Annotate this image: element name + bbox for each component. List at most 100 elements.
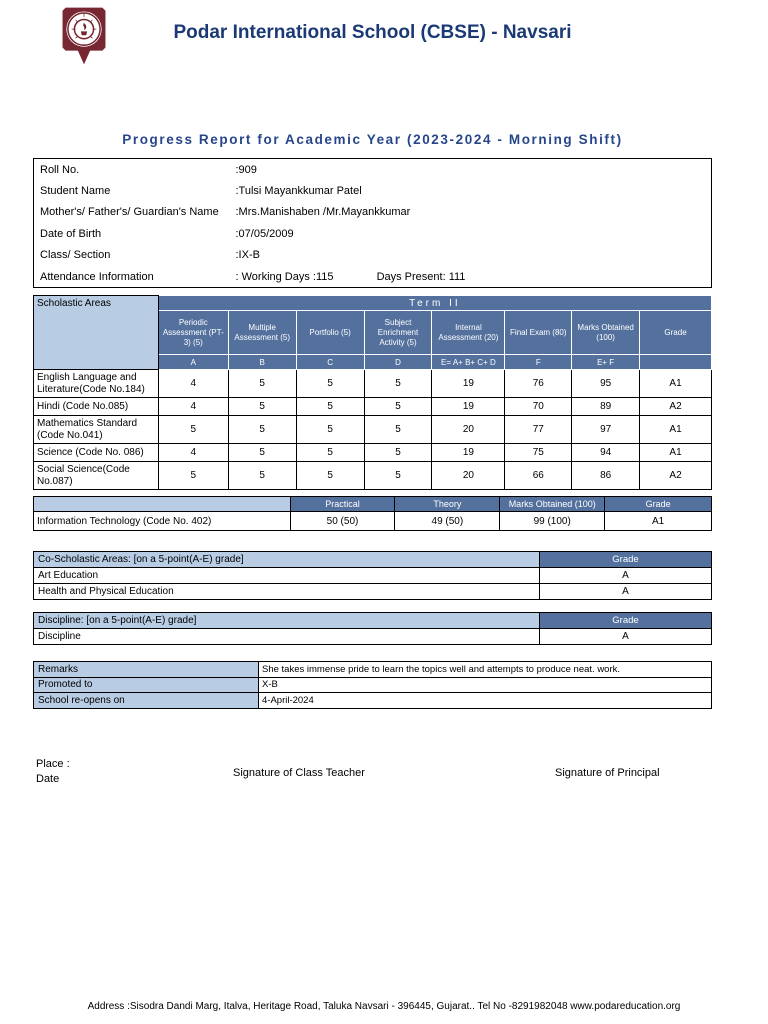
school-reopens-row: School re-opens on 4-April-2024 bbox=[33, 692, 712, 709]
info-label: Class/ Section bbox=[40, 249, 111, 262]
area-label: Discipline bbox=[33, 628, 540, 645]
subject-name: Social Science(Code No.087) bbox=[33, 461, 159, 490]
subcol-d: D bbox=[363, 354, 433, 370]
place-label: Place : bbox=[36, 757, 70, 770]
col-multiple-assessment: Multiple Assessment (5) bbox=[227, 310, 297, 355]
info-value: :Mrs.Manishaben /Mr.Mayankkumar bbox=[235, 206, 411, 219]
school-reopens-value: 4-April-2024 bbox=[258, 692, 712, 709]
grade-header: Grade bbox=[539, 551, 712, 568]
remarks-table: Remarks She takes immense pride to learn… bbox=[33, 661, 712, 709]
mark-cell: 70 bbox=[504, 397, 573, 416]
grade-cell: A2 bbox=[639, 397, 712, 416]
report-header: Podar International School (CBSE) - Navs… bbox=[33, 0, 712, 70]
mark-cell: 4 bbox=[157, 397, 229, 416]
co-scholastic-row-health: Health and Physical Education A bbox=[33, 583, 712, 600]
mark-cell: 19 bbox=[431, 397, 506, 416]
principal-signature-label: Signature of Principal bbox=[555, 766, 660, 779]
subject-row-english: English Language and Literature(Code No.… bbox=[33, 369, 712, 398]
signature-section: Place : Date Signature of Class Teacher … bbox=[33, 757, 712, 802]
mark-cell: 99 (100) bbox=[499, 511, 606, 531]
grade-cell: A bbox=[539, 583, 712, 600]
class-teacher-signature-label: Signature of Class Teacher bbox=[233, 766, 365, 779]
info-value: :IX-B bbox=[235, 249, 260, 262]
mark-cell: 5 bbox=[227, 369, 297, 398]
col-grade: Grade bbox=[604, 496, 712, 512]
mark-cell: 4 bbox=[157, 443, 229, 462]
subject-row-mathematics: Mathematics Standard (Code No.041) 5 5 5… bbox=[33, 415, 712, 444]
mark-cell: 75 bbox=[504, 443, 573, 462]
mark-cell: 5 bbox=[295, 369, 365, 398]
mark-cell: 89 bbox=[571, 397, 641, 416]
grade-cell: A1 bbox=[639, 369, 712, 398]
co-scholastic-caption: Co-Scholastic Areas: [on a 5-point(A-E) … bbox=[33, 551, 540, 568]
subject-name: Hindi (Code No.085) bbox=[33, 397, 159, 416]
info-value: : Working Days :115 Days Present: 111 bbox=[234, 266, 712, 288]
mark-cell: 86 bbox=[571, 461, 641, 490]
discipline-row: Discipline A bbox=[33, 628, 712, 645]
subcol-a: A bbox=[157, 354, 229, 370]
column-header-row: Periodic Assessment (PT-3) (5) Multiple … bbox=[34, 310, 712, 355]
mark-cell: 5 bbox=[157, 415, 229, 444]
mark-cell: 76 bbox=[504, 369, 573, 398]
mark-cell: 5 bbox=[363, 369, 433, 398]
col-practical: Practical bbox=[289, 496, 396, 512]
col-final-exam: Final Exam (80) bbox=[504, 310, 573, 355]
address-footer: Address :Sisodra Dandi Marg, Italva, Her… bbox=[87, 1001, 681, 1012]
mark-cell: 97 bbox=[571, 415, 641, 444]
col-grade: Grade bbox=[639, 310, 712, 355]
col-periodic-assessment: Periodic Assessment (PT-3) (5) bbox=[157, 310, 229, 355]
grade-cell: A1 bbox=[604, 511, 712, 531]
mark-cell: 5 bbox=[295, 415, 365, 444]
subject-name: Mathematics Standard (Code No.041) bbox=[33, 415, 159, 444]
mark-cell: 94 bbox=[571, 443, 641, 462]
mark-cell: 50 (50) bbox=[289, 511, 396, 531]
mark-cell: 5 bbox=[227, 461, 297, 490]
it-header-row: Practical Theory Marks Obtained (100) Gr… bbox=[33, 496, 712, 512]
mark-cell: 5 bbox=[363, 443, 433, 462]
subcol-ef: E+ F bbox=[571, 354, 641, 370]
promoted-to-label: Promoted to bbox=[33, 676, 259, 693]
mark-cell: 5 bbox=[157, 461, 229, 490]
subcol-grade bbox=[639, 354, 712, 370]
subcol-e: E= A+ B+ C+ D bbox=[431, 354, 506, 370]
subject-row-information-technology: Information Technology (Code No. 402) 50… bbox=[33, 511, 712, 531]
mark-cell: 5 bbox=[227, 443, 297, 462]
school-name: Podar International School (CBSE) - Navs… bbox=[173, 22, 572, 43]
school-logo-icon bbox=[61, 6, 107, 66]
grade-cell: A1 bbox=[639, 443, 712, 462]
info-label: Roll No. bbox=[40, 163, 80, 176]
info-row-dob: Date of Birth :07/05/2009 bbox=[34, 223, 712, 245]
grade-cell: A bbox=[539, 567, 712, 584]
col-marks-obtained: Marks Obtained (100) bbox=[499, 496, 606, 512]
report-title: Progress Report for Academic Year (2023-… bbox=[122, 132, 623, 147]
subject-name: Information Technology (Code No. 402) bbox=[33, 511, 291, 531]
col-internal-assessment: Internal Assessment (20) bbox=[431, 310, 506, 355]
info-row-attendance: Attendance Information : Working Days :1… bbox=[34, 266, 712, 288]
mark-cell: 5 bbox=[227, 415, 297, 444]
info-label: Date of Birth bbox=[40, 227, 102, 240]
student-info-table: Roll No. :909 Student Name :Tulsi Mayank… bbox=[33, 158, 712, 288]
info-label: Mother's/ Father's/ Guardian's Name bbox=[40, 206, 219, 219]
info-value: :Tulsi Mayankkumar Patel bbox=[235, 184, 362, 197]
co-scholastic-header-row: Co-Scholastic Areas: [on a 5-point(A-E) … bbox=[33, 551, 712, 568]
mark-cell: 95 bbox=[571, 369, 641, 398]
subcol-f: F bbox=[504, 354, 573, 370]
mark-cell: 20 bbox=[431, 415, 506, 444]
sub-header-row: A B C D E= A+ B+ C+ D F E+ F bbox=[34, 354, 712, 370]
remarks-value: She takes immense pride to learn the top… bbox=[258, 661, 712, 678]
col-marks-obtained: Marks Obtained (100) bbox=[571, 310, 641, 355]
it-table: Practical Theory Marks Obtained (100) Gr… bbox=[33, 496, 712, 531]
subject-name: Science (Code No. 086) bbox=[33, 443, 159, 462]
grade-cell: A1 bbox=[639, 415, 712, 444]
days-present: Days Present: 111 bbox=[376, 270, 466, 283]
subject-name: English Language and Literature(Code No.… bbox=[33, 369, 159, 398]
promoted-to-value: X-B bbox=[258, 676, 712, 693]
remarks-label: Remarks bbox=[33, 661, 259, 678]
col-subject-enrichment: Subject Enrichment Activity (5) bbox=[363, 310, 433, 355]
area-label: Health and Physical Education bbox=[33, 583, 540, 600]
mark-cell: 77 bbox=[504, 415, 573, 444]
col-portfolio: Portfolio (5) bbox=[295, 310, 365, 355]
co-scholastic-row-art: Art Education A bbox=[33, 567, 712, 584]
info-label: Student Name bbox=[40, 184, 111, 197]
promoted-to-row: Promoted to X-B bbox=[33, 676, 712, 693]
